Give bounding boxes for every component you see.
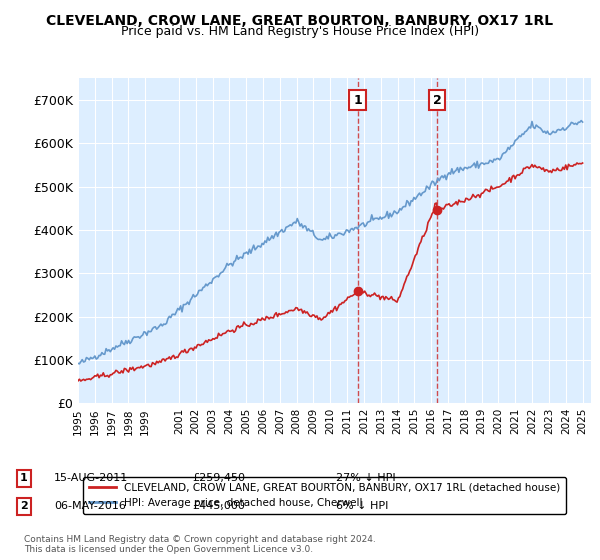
Text: Contains HM Land Registry data © Crown copyright and database right 2024.
This d: Contains HM Land Registry data © Crown c…	[24, 535, 376, 554]
Text: 27% ↓ HPI: 27% ↓ HPI	[336, 473, 395, 483]
Text: 1: 1	[20, 473, 28, 483]
Text: £445,000: £445,000	[192, 501, 245, 511]
Legend: CLEVELAND, CROW LANE, GREAT BOURTON, BANBURY, OX17 1RL (detached house), HPI: Av: CLEVELAND, CROW LANE, GREAT BOURTON, BAN…	[83, 477, 566, 514]
Text: 15-AUG-2011: 15-AUG-2011	[54, 473, 128, 483]
Text: 6% ↓ HPI: 6% ↓ HPI	[336, 501, 388, 511]
Text: 06-MAY-2016: 06-MAY-2016	[54, 501, 126, 511]
Text: £259,450: £259,450	[192, 473, 245, 483]
Text: 1: 1	[353, 94, 362, 106]
Text: 2: 2	[433, 94, 442, 106]
Text: CLEVELAND, CROW LANE, GREAT BOURTON, BANBURY, OX17 1RL: CLEVELAND, CROW LANE, GREAT BOURTON, BAN…	[46, 14, 554, 28]
Text: Price paid vs. HM Land Registry's House Price Index (HPI): Price paid vs. HM Land Registry's House …	[121, 25, 479, 38]
Text: 2: 2	[20, 501, 28, 511]
